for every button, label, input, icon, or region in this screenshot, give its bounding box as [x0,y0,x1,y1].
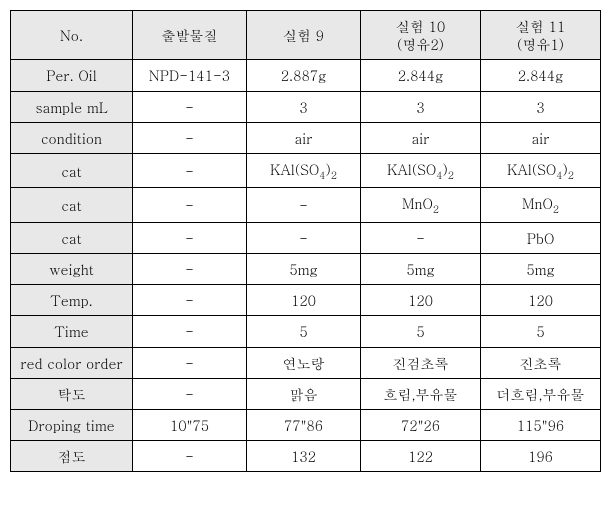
cell: 5mg [361,254,481,285]
cell: - [133,254,247,285]
cell: 5 [361,316,481,347]
row-label: Per. Oil [11,60,133,91]
table-row: 탁도-맑음흐림,부유물더흐림,부유물 [11,378,601,409]
col-header-no: No. [11,11,133,60]
cell: KAl(SO4)2 [481,153,601,187]
cell: 진초록 [481,347,601,378]
table-row: sample mL-333 [11,91,601,122]
cell: - [133,378,247,409]
cell: 2.844g [481,60,601,91]
cell: 연노랑 [247,347,361,378]
col-header-exp9: 실험 9 [247,11,361,60]
table-body: Per. OilNPD-141-32.887g2.844g2.844gsampl… [11,60,601,472]
cell: 72"26 [361,409,481,440]
row-label: cat [11,188,133,222]
cell: 흐림,부유물 [361,378,481,409]
cell: 진검초록 [361,347,481,378]
cell: 맑음 [247,378,361,409]
cell: 5mg [247,254,361,285]
cell: - [133,188,247,222]
cell: 2.887g [247,60,361,91]
cell: air [361,122,481,153]
row-label: weight [11,254,133,285]
experiment-table: No. 출발물질 실험 9 실험 10 (명유2) 실험 11 (명유1) Pe… [10,10,601,472]
cell: - [133,91,247,122]
cell: 5 [247,316,361,347]
cell: 5mg [481,254,601,285]
col-header-exp11: 실험 11 (명유1) [481,11,601,60]
table-row: 점도-132122196 [11,441,601,472]
table-row: red color order-연노랑진검초록진초록 [11,347,601,378]
cell: 3 [361,91,481,122]
col-header-exp10: 실험 10 (명유2) [361,11,481,60]
row-label: Temp. [11,285,133,316]
cell: - [133,316,247,347]
cell: 3 [247,91,361,122]
row-label: Droping time [11,409,133,440]
cell: 120 [481,285,601,316]
cell: PbO [481,222,601,253]
table-row: Droping time10"7577"8672"26115"96 [11,409,601,440]
cell: 더흐림,부유물 [481,378,601,409]
table-row: Time-555 [11,316,601,347]
row-label: 탁도 [11,378,133,409]
cell: - [247,222,361,253]
cell: NPD-141-3 [133,60,247,91]
cell: MnO2 [361,188,481,222]
cell: - [133,222,247,253]
row-label: cat [11,153,133,187]
cell: - [133,153,247,187]
table-header: No. 출발물질 실험 9 실험 10 (명유2) 실험 11 (명유1) [11,11,601,60]
cell: 2.844g [361,60,481,91]
cell: 3 [481,91,601,122]
row-label: condition [11,122,133,153]
cell: - [133,285,247,316]
table-row: Per. OilNPD-141-32.887g2.844g2.844g [11,60,601,91]
cell: - [133,347,247,378]
row-label: 점도 [11,441,133,472]
table-row: cat---PbO [11,222,601,253]
cell: KAl(SO4)2 [361,153,481,187]
cell: 122 [361,441,481,472]
col-header-exp11-line2: (명유1) [517,34,564,54]
table-row: Temp.-120120120 [11,285,601,316]
cell: air [247,122,361,153]
cell: 10"75 [133,409,247,440]
cell: 120 [247,285,361,316]
cell: KAl(SO4)2 [247,153,361,187]
table-row: cat-KAl(SO4)2KAl(SO4)2KAl(SO4)2 [11,153,601,187]
col-header-exp10-line1: 실험 10 [396,16,445,36]
row-label: cat [11,222,133,253]
cell: air [481,122,601,153]
row-label: Time [11,316,133,347]
cell: 77"86 [247,409,361,440]
cell: 115"96 [481,409,601,440]
col-header-start: 출발물질 [133,11,247,60]
col-header-exp10-line2: (명유2) [397,34,444,54]
table-row: condition-airairair [11,122,601,153]
cell: - [361,222,481,253]
cell: - [133,441,247,472]
cell: - [247,188,361,222]
cell: 5 [481,316,601,347]
row-label: red color order [11,347,133,378]
col-header-exp11-line1: 실험 11 [516,16,565,36]
row-label: sample mL [11,91,133,122]
cell: 196 [481,441,601,472]
cell: MnO2 [481,188,601,222]
cell: - [133,122,247,153]
table-row: cat--MnO2MnO2 [11,188,601,222]
table-row: weight-5mg5mg5mg [11,254,601,285]
cell: 132 [247,441,361,472]
cell: 120 [361,285,481,316]
